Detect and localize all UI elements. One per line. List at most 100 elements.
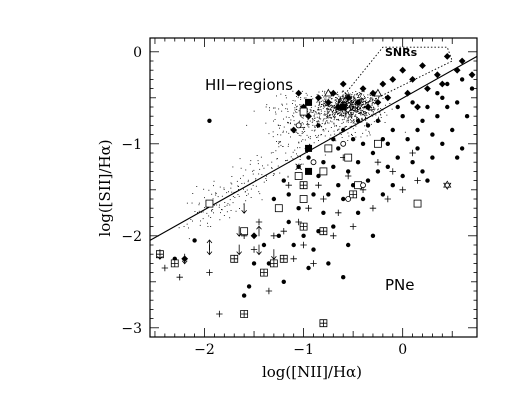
hii-cloud-dot <box>311 129 313 131</box>
filled-circle-marker <box>459 146 465 151</box>
filled-diamond-marker <box>404 89 412 97</box>
hii-cloud-dot <box>319 114 321 116</box>
plus-marker <box>414 177 421 184</box>
hii-cloud-dot <box>344 127 346 128</box>
hii-cloud-dot <box>355 107 357 109</box>
hii-cloud-dot <box>378 118 380 119</box>
hii-cloud-dot <box>329 115 330 116</box>
filled-diamond-marker <box>344 94 352 102</box>
hii-cloud-dot <box>331 121 333 123</box>
hii-cloud-dot <box>369 109 370 111</box>
hii-cloud-dot <box>325 97 327 99</box>
hii-cloud-dot <box>323 96 325 98</box>
hii-cloud-dot <box>385 96 386 97</box>
hii-cloud-dot <box>333 107 335 109</box>
filled-circle-marker <box>410 100 415 105</box>
hii-cloud-dot <box>238 195 240 197</box>
filled-circle-marker <box>440 95 445 101</box>
hii-cloud-dot <box>360 107 361 108</box>
hii-cloud-dot <box>356 108 358 109</box>
hii-cloud-dot <box>318 109 320 110</box>
hii-cloud-dot <box>350 103 352 105</box>
hii-cloud-dot <box>339 101 341 102</box>
hii-cloud-dot <box>351 109 353 110</box>
hii-cloud-dot <box>351 120 353 121</box>
filled-circle-marker <box>459 77 465 82</box>
hii-cloud-dot <box>352 113 354 115</box>
hii-cloud-dot <box>212 209 214 210</box>
hii-cloud-dot <box>348 111 349 113</box>
hii-cloud-dot <box>302 117 304 119</box>
hii-cloud-dot <box>356 107 358 108</box>
hii-cloud-dot <box>275 111 276 113</box>
hii-cloud-dot <box>299 147 301 149</box>
hii-cloud-dot <box>273 173 275 175</box>
hii-cloud-dot <box>334 100 336 102</box>
hii-cloud-dot <box>366 112 368 113</box>
hii-cloud-dot <box>335 99 337 101</box>
hii-cloud-dot <box>285 152 287 154</box>
hii-cloud-dot <box>258 191 260 193</box>
hii-cloud-dot <box>362 98 364 100</box>
hii-cloud-dot <box>373 106 374 108</box>
hii-cloud-dot <box>338 109 340 111</box>
hii-cloud-dot <box>369 100 371 101</box>
hii-cloud-dot <box>359 97 361 99</box>
filled-diamond-marker <box>315 94 322 102</box>
filled-square-marker <box>305 98 313 106</box>
filled-diamond-marker <box>409 76 416 83</box>
hii-cloud-dot <box>352 112 354 113</box>
filled-circle-marker <box>420 169 425 174</box>
hii-cloud-dot <box>246 124 248 126</box>
filled-diamond-marker <box>414 103 421 111</box>
hii-cloud-dot <box>327 105 329 107</box>
hii-cloud-dot <box>343 112 344 114</box>
hii-cloud-dot <box>314 117 316 119</box>
hii-cloud-dot <box>373 111 374 113</box>
hii-cloud-dot <box>235 210 237 212</box>
hii-cloud-dot <box>320 134 322 136</box>
hii-cloud-dot <box>272 136 274 138</box>
filled-circle-marker <box>385 141 391 146</box>
hii-cloud-dot <box>343 111 345 113</box>
hii-cloud-dot <box>227 203 229 205</box>
filled-circle-marker <box>281 279 286 284</box>
hii-cloud-dot <box>311 111 313 113</box>
hii-cloud-dot <box>236 180 238 182</box>
hii-cloud-dot <box>294 132 296 133</box>
hii-cloud-dot <box>360 106 362 107</box>
hii-cloud-dot <box>372 115 374 117</box>
hii-cloud-dot <box>361 110 363 111</box>
hii-cloud-dot <box>347 92 349 94</box>
hii-cloud-dot <box>188 227 189 229</box>
hii-cloud-dot <box>325 121 326 123</box>
hii-cloud-dot <box>340 111 342 113</box>
hii-cloud-dot <box>298 134 300 136</box>
hii-cloud-dot <box>361 99 362 101</box>
hii-cloud-dot <box>306 94 308 96</box>
hii-cloud-dot <box>348 135 350 137</box>
hii-cloud-dot <box>324 135 326 137</box>
hii-cloud-dot <box>341 100 343 102</box>
hii-cloud-dot <box>259 168 261 170</box>
hii-cloud-dot <box>331 105 333 107</box>
hii-cloud-dot <box>353 103 355 105</box>
hii-cloud-dot <box>339 131 341 133</box>
hii-cloud-dot <box>324 154 326 156</box>
hii-cloud-dot <box>358 97 360 98</box>
hii-cloud-dot <box>354 116 356 117</box>
hii-cloud-dot <box>370 108 372 110</box>
hii-cloud-dot <box>355 91 357 92</box>
hii-cloud-dot <box>250 197 252 198</box>
hii-cloud-dot <box>296 105 298 107</box>
hii-cloud-dot <box>352 101 354 103</box>
hii-cloud-dot <box>368 112 370 114</box>
hii-cloud-dot <box>232 202 234 204</box>
filled-diamond-marker <box>424 85 431 92</box>
hii-cloud-dot <box>217 196 219 198</box>
hii-cloud-dot <box>298 110 300 112</box>
hii-cloud-dot <box>295 111 296 113</box>
hii-cloud-dot <box>300 156 301 158</box>
hii-cloud-dot <box>365 99 367 101</box>
hii-cloud-dot <box>348 107 350 108</box>
